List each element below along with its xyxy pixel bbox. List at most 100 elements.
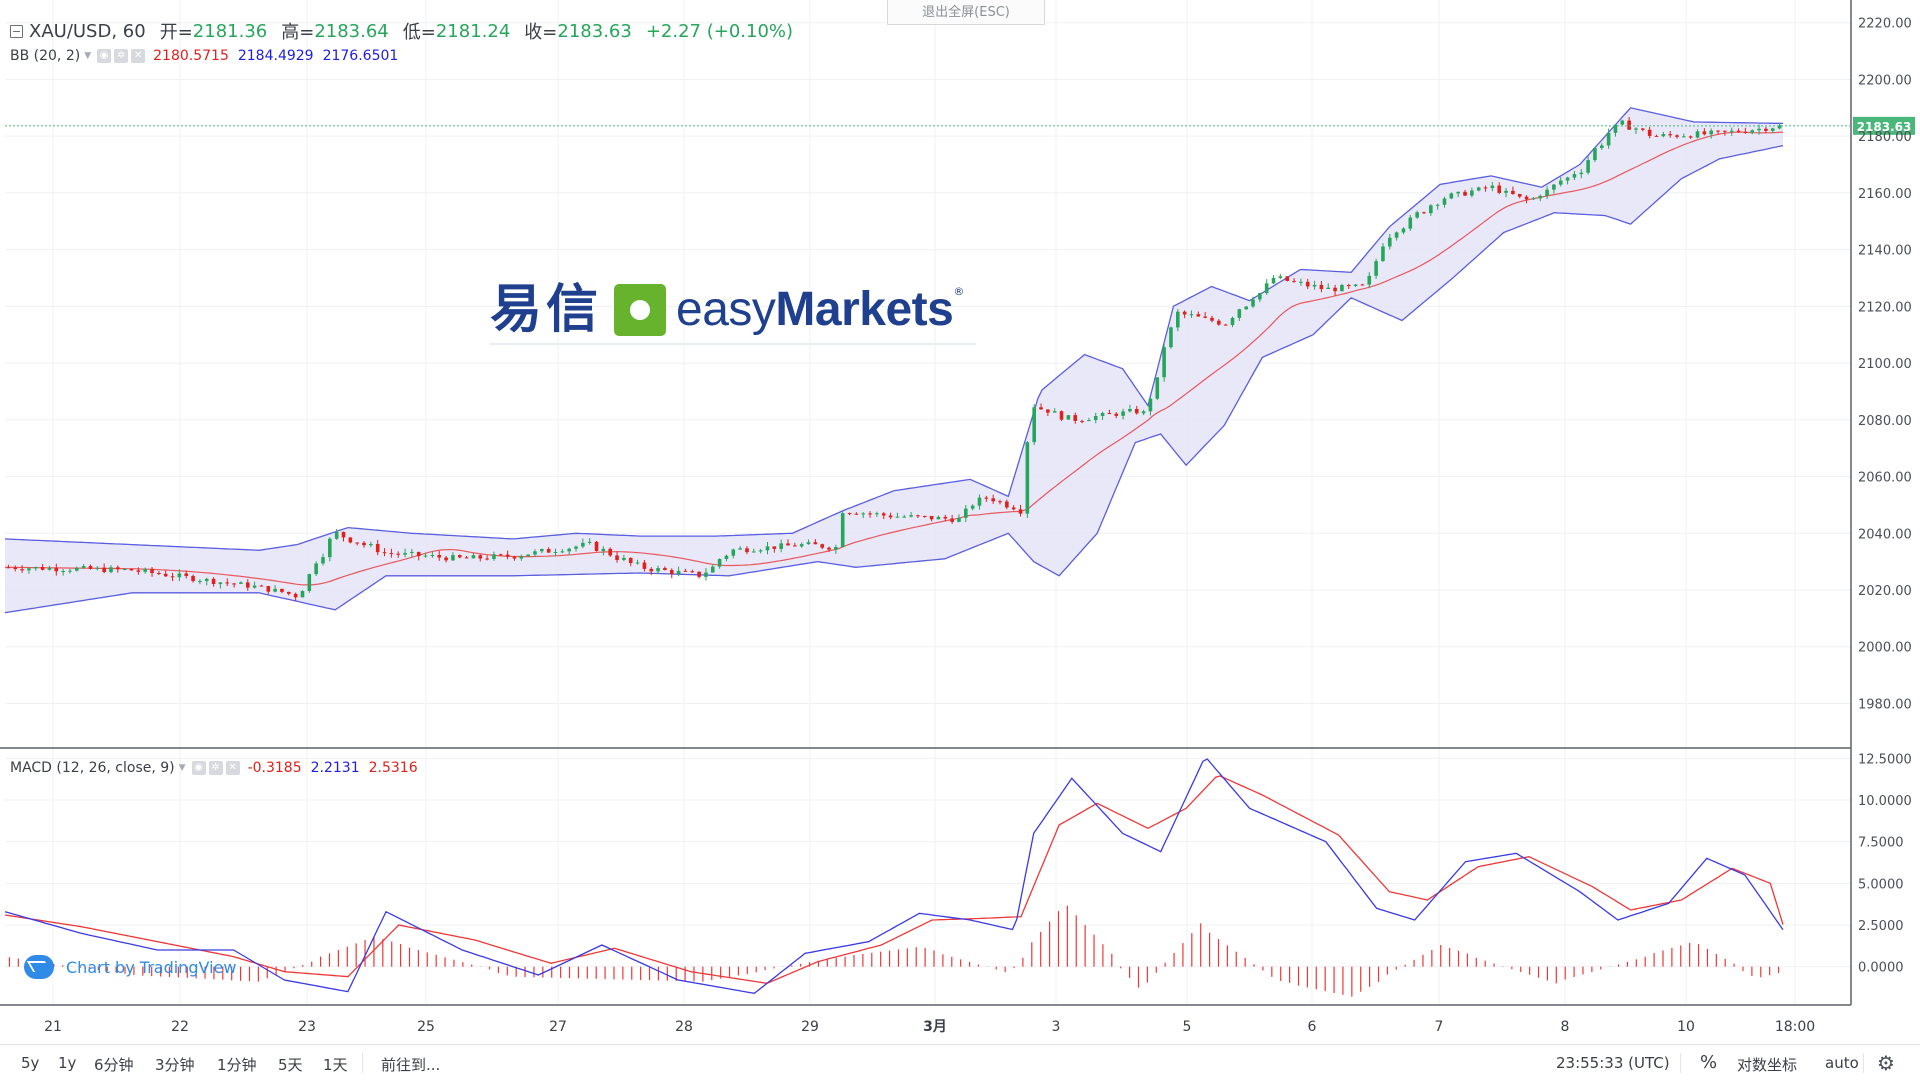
symbol-label[interactable]: XAU/USD, 60 xyxy=(29,20,146,42)
candle-body xyxy=(1572,174,1577,178)
candle-body xyxy=(1210,317,1214,321)
candle-body xyxy=(382,552,387,554)
candle-body xyxy=(68,570,72,572)
candle-body xyxy=(1709,130,1713,135)
candle-body xyxy=(389,553,394,555)
candle-body xyxy=(157,572,161,574)
candle-body xyxy=(1032,407,1036,443)
low-value: 2181.24 xyxy=(435,20,511,42)
auto-scale-button[interactable]: auto xyxy=(1825,1054,1859,1072)
candle-body xyxy=(1326,287,1331,290)
candle-body xyxy=(1367,275,1372,285)
candle-body xyxy=(451,555,455,561)
range-button-1d[interactable]: 1天 xyxy=(323,1056,348,1074)
price-axis-label: 2020.00 xyxy=(1858,584,1912,599)
candle-body xyxy=(1052,411,1057,413)
macd-value: 2.2131 xyxy=(310,760,360,776)
candle-body xyxy=(1716,130,1720,132)
utc-clock[interactable]: 23:55:33 (UTC) xyxy=(1556,1054,1670,1072)
candle-body xyxy=(1593,147,1597,161)
candle-body xyxy=(1333,287,1337,292)
gear-icon[interactable]: ✲ xyxy=(114,49,129,63)
candle-body xyxy=(1360,284,1365,286)
candle-body xyxy=(936,516,941,520)
close-icon[interactable]: ✕ xyxy=(225,761,240,775)
candle-body xyxy=(772,546,777,549)
time-axis-label: 7 xyxy=(1435,1019,1444,1035)
candle-body xyxy=(1401,228,1406,233)
open-label: 开= xyxy=(159,22,193,43)
chevron-down-icon[interactable]: ▼ xyxy=(84,51,92,61)
gear-icon[interactable]: ⚙ xyxy=(1877,1051,1895,1075)
candle-body xyxy=(964,508,968,518)
candle-body xyxy=(1456,191,1460,194)
gear-icon[interactable]: ✲ xyxy=(208,761,223,775)
price-axis-label: 1980.00 xyxy=(1858,697,1912,712)
last-price-label: 2183.63 xyxy=(1857,120,1912,134)
candle-body xyxy=(1470,190,1474,196)
candle-body xyxy=(416,551,421,557)
candle-body xyxy=(669,570,674,575)
goto-date-button[interactable]: 前往到... xyxy=(381,1056,441,1074)
candle-body xyxy=(471,555,476,559)
collapse-icon[interactable] xyxy=(10,24,23,38)
bb-lower-line xyxy=(4,145,1784,614)
candle-body xyxy=(369,543,373,546)
time-axis-label: 10 xyxy=(1677,1019,1695,1035)
candle-body xyxy=(498,554,503,556)
range-button-3min[interactable]: 3分钟 xyxy=(155,1056,195,1074)
range-button-5d[interactable]: 5天 xyxy=(278,1056,303,1074)
candle-body xyxy=(868,513,872,515)
candle-body xyxy=(1449,193,1454,199)
candle-body xyxy=(1620,120,1625,125)
time-axis-label: 23 xyxy=(298,1019,316,1035)
candle-body xyxy=(259,585,264,587)
range-button-5y[interactable]: 5y xyxy=(21,1054,40,1072)
candle-body xyxy=(1134,408,1139,414)
price-axis-label: 2000.00 xyxy=(1858,641,1912,656)
close-icon[interactable]: ✕ xyxy=(131,49,146,63)
candle-body xyxy=(622,557,626,560)
log-scale-button[interactable]: 对数坐标 xyxy=(1737,1056,1798,1074)
tradingview-logo-icon xyxy=(24,955,54,979)
candle-body xyxy=(1059,411,1064,420)
candle-body xyxy=(840,513,845,548)
bb-name[interactable]: BB (20, 2) xyxy=(10,48,81,64)
candle-body xyxy=(314,563,318,575)
candle-body xyxy=(1066,415,1071,420)
candle-body xyxy=(1319,284,1324,290)
candle-body xyxy=(1770,128,1775,131)
chevron-down-icon[interactable]: ▼ xyxy=(178,763,186,773)
candle-body xyxy=(1668,134,1672,136)
candle-body xyxy=(676,570,681,575)
macd-name[interactable]: MACD (12, 26, close, 9) xyxy=(10,760,175,776)
candle-body xyxy=(1175,311,1180,328)
candle-body xyxy=(1141,411,1146,414)
candle-body xyxy=(1606,132,1611,146)
candle-body xyxy=(163,573,168,577)
candle-body xyxy=(1114,413,1119,416)
time-axis-label: 3月 xyxy=(923,1019,947,1035)
credit-text[interactable]: Chart by TradingView xyxy=(66,957,237,977)
brand-chinese: 易信 xyxy=(490,280,603,340)
eye-icon[interactable]: ◉ xyxy=(191,761,206,775)
time-axis-label: 8 xyxy=(1561,1019,1570,1035)
percent-scale-button[interactable]: % xyxy=(1700,1052,1718,1073)
tradingview-credit[interactable]: Chart by TradingView xyxy=(24,955,236,979)
macd-histogram-value: -0.3185 xyxy=(247,760,302,776)
candle-body xyxy=(731,549,736,556)
range-button-1min[interactable]: 1分钟 xyxy=(217,1056,257,1074)
range-button-6min[interactable]: 6分钟 xyxy=(94,1056,134,1074)
candle-body xyxy=(1435,204,1440,206)
bb-legend: BB (20, 2) ▼ ◉ ✲ ✕ 2180.5715 2184.4929 2… xyxy=(10,46,398,66)
eye-icon[interactable]: ◉ xyxy=(97,49,112,63)
candle-body xyxy=(615,555,619,560)
candle-body xyxy=(922,515,927,517)
exit-fullscreen-button[interactable]: 退出全屏(ESC) xyxy=(887,0,1045,25)
candle-body xyxy=(136,570,141,572)
candle-body xyxy=(1517,193,1522,197)
range-button-1y[interactable]: 1y xyxy=(58,1054,77,1072)
candle-body xyxy=(1429,205,1433,214)
